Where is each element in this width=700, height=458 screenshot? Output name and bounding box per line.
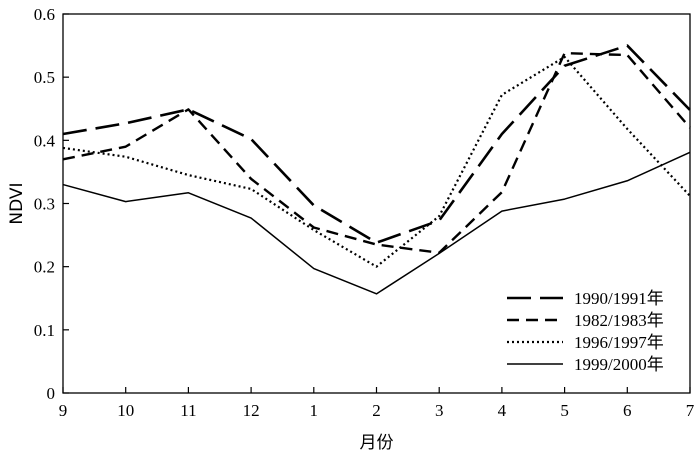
legend-label-1: 1982/1983年 — [574, 311, 664, 330]
legend-label-3: 1999/2000年 — [574, 355, 664, 374]
y-axis-label: NDVI — [7, 182, 27, 224]
x-tick-label: 11 — [180, 401, 196, 420]
x-tick-label: 4 — [498, 401, 507, 420]
x-tick-label: 9 — [59, 401, 68, 420]
y-tick-label: 0.2 — [34, 258, 55, 277]
x-tick-label: 6 — [623, 401, 632, 420]
series-line-2 — [62, 55, 691, 268]
y-tick-label: 0.4 — [34, 131, 56, 150]
series-line-1 — [62, 51, 691, 254]
legend-label-2: 1996/1997年 — [574, 333, 664, 352]
axes — [62, 13, 691, 394]
y-tick-label: 0.5 — [34, 68, 55, 87]
series-line-0 — [62, 44, 691, 244]
series-line-3 — [62, 151, 691, 295]
x-tick-label: 5 — [560, 401, 569, 420]
y-tick-label: 0.6 — [34, 5, 55, 24]
y-tick-label: 0.3 — [34, 195, 55, 214]
x-tick-label: 12 — [243, 401, 260, 420]
series-lines — [62, 44, 691, 295]
tick-labels: 00.10.20.30.40.50.69 10 11 12 1 2 3 4 5 6 7 — [34, 5, 695, 420]
x-axis-label: 月份 — [360, 433, 394, 453]
x-tick-label: 1 — [310, 401, 319, 420]
x-tick-label: 7 — [686, 401, 695, 420]
x-tick-label: 3 — [435, 401, 444, 420]
legend: 1990/1991年 1982/1983年 1996/1997年 1999/2000年 — [507, 289, 664, 374]
y-tick-label: 0.1 — [34, 321, 55, 340]
x-tick-label: 10 — [117, 401, 134, 420]
y-tick-label: 0 — [47, 384, 56, 403]
legend-label-0: 1990/1991年 — [574, 289, 664, 308]
x-tick-label: 2 — [372, 401, 381, 420]
